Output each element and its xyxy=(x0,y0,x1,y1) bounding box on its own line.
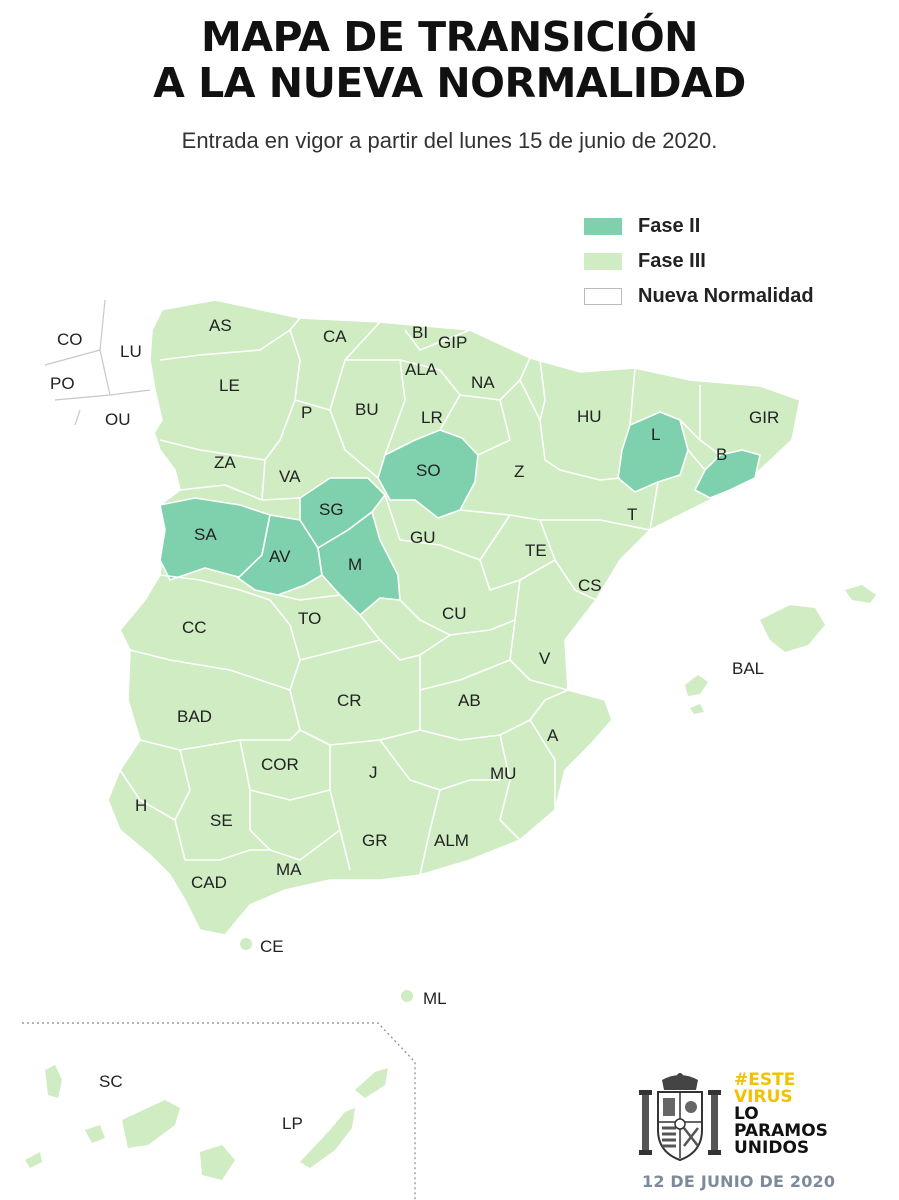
legend-label-nueva-normalidad: Nueva Normalidad xyxy=(638,285,814,307)
slogan-line-4: PARAMOS xyxy=(734,1121,828,1141)
slogan-line-2: VIRUS xyxy=(734,1087,793,1107)
island-tenerife xyxy=(122,1100,180,1148)
label-so: SO xyxy=(416,461,441,480)
label-sc: SC xyxy=(99,1072,123,1091)
label-za: ZA xyxy=(214,453,236,472)
label-bad: BAD xyxy=(177,707,212,726)
galicia-internal-borders xyxy=(44,299,151,426)
label-v: V xyxy=(539,649,551,668)
legend-swatch-fase-iii xyxy=(584,253,622,270)
region-galicia xyxy=(27,284,163,446)
label-lp: LP xyxy=(282,1114,303,1133)
label-ce: CE xyxy=(260,937,284,956)
slogan-line-3: LO xyxy=(734,1104,759,1124)
label-bi: BI xyxy=(412,323,428,342)
label-ca: CA xyxy=(323,327,347,346)
island-ibiza xyxy=(685,675,708,696)
legend-item-nueva-normalidad: Nueva Normalidad xyxy=(584,285,884,308)
label-gu: GU xyxy=(410,528,436,547)
label-va: VA xyxy=(279,467,301,486)
legend-swatch-nueva-normalidad xyxy=(584,288,622,305)
melilla-dot xyxy=(401,990,413,1002)
slogan: #ESTE VIRUS LO PARAMOS UNIDOS xyxy=(734,1072,828,1157)
label-lu: LU xyxy=(120,342,142,361)
island-fuerteventura xyxy=(300,1108,355,1168)
island-formentera xyxy=(690,704,704,714)
label-z: Z xyxy=(514,462,524,481)
publication-date: 12 DE JUNIO DE 2020 xyxy=(642,1172,836,1191)
label-ma: MA xyxy=(276,860,302,879)
label-cs: CS xyxy=(578,576,602,595)
label-h: H xyxy=(135,796,147,815)
island-la-palma xyxy=(45,1065,62,1098)
title-line-1: MAPA DE TRANSICIÓN xyxy=(200,13,699,61)
province-labels: CO LU PO OU AS CA BI GIP ALA NA LE P BU … xyxy=(50,316,779,1133)
label-j: J xyxy=(369,763,378,782)
slogan-line-5: UNIDOS xyxy=(734,1138,810,1158)
label-na: NA xyxy=(471,373,495,392)
label-le: LE xyxy=(219,376,240,395)
label-av: AV xyxy=(269,547,291,566)
island-el-hierro xyxy=(25,1152,42,1168)
label-te: TE xyxy=(525,541,547,560)
label-bu: BU xyxy=(355,400,379,419)
government-branding: #ESTE VIRUS LO PARAMOS UNIDOS 12 DE JUNI… xyxy=(638,1072,888,1192)
legend-label-fase-ii: Fase II xyxy=(638,215,701,237)
subtitle: Entrada en vigor a partir del lunes 15 d… xyxy=(181,128,718,153)
slogan-line-1: #ESTE xyxy=(734,1070,796,1090)
coat-of-arms-icon xyxy=(639,1073,721,1162)
label-se: SE xyxy=(210,811,233,830)
label-b: B xyxy=(716,445,727,464)
label-mu: MU xyxy=(490,764,516,783)
label-a: A xyxy=(547,726,559,745)
province-l xyxy=(617,411,689,493)
label-cad: CAD xyxy=(191,873,227,892)
ceuta-dot xyxy=(240,938,252,950)
label-cc: CC xyxy=(182,618,207,637)
label-p: P xyxy=(301,403,312,422)
label-m: M xyxy=(348,555,362,574)
island-mallorca xyxy=(760,605,825,652)
label-bal: BAL xyxy=(732,659,764,678)
label-lr: LR xyxy=(421,408,443,427)
label-co: CO xyxy=(57,330,83,349)
legend-swatch-fase-ii xyxy=(584,218,622,235)
legend-item-fase-ii: Fase II xyxy=(584,215,884,238)
island-lanzarote xyxy=(355,1068,388,1098)
legend-label-fase-iii: Fase III xyxy=(638,250,706,272)
label-cr: CR xyxy=(337,691,362,710)
label-gip: GIP xyxy=(438,333,467,352)
label-as: AS xyxy=(209,316,232,335)
province-b xyxy=(694,449,761,499)
island-menorca xyxy=(845,585,876,603)
label-ml: ML xyxy=(423,989,447,1008)
province-borders xyxy=(119,317,721,876)
label-gr: GR xyxy=(362,831,388,850)
label-ab: AB xyxy=(458,691,481,710)
label-to: TO xyxy=(298,609,321,628)
label-t: T xyxy=(627,505,637,524)
label-sg: SG xyxy=(319,500,344,519)
label-ala: ALA xyxy=(405,360,438,379)
label-gir: GIR xyxy=(749,408,779,427)
label-alm: ALM xyxy=(434,831,469,850)
label-sa: SA xyxy=(194,525,217,544)
province-so xyxy=(377,429,479,519)
label-po: PO xyxy=(50,374,75,393)
island-la-gomera xyxy=(85,1125,105,1143)
label-hu: HU xyxy=(577,407,602,426)
title-line-2: A LA NUEVA NORMALIDAD xyxy=(153,59,746,107)
label-cu: CU xyxy=(442,604,467,623)
label-l: L xyxy=(651,425,660,444)
label-cor: COR xyxy=(261,755,299,774)
legend-item-fase-iii: Fase III xyxy=(584,250,884,273)
label-ou: OU xyxy=(105,410,131,429)
island-gran-canaria xyxy=(200,1145,235,1180)
